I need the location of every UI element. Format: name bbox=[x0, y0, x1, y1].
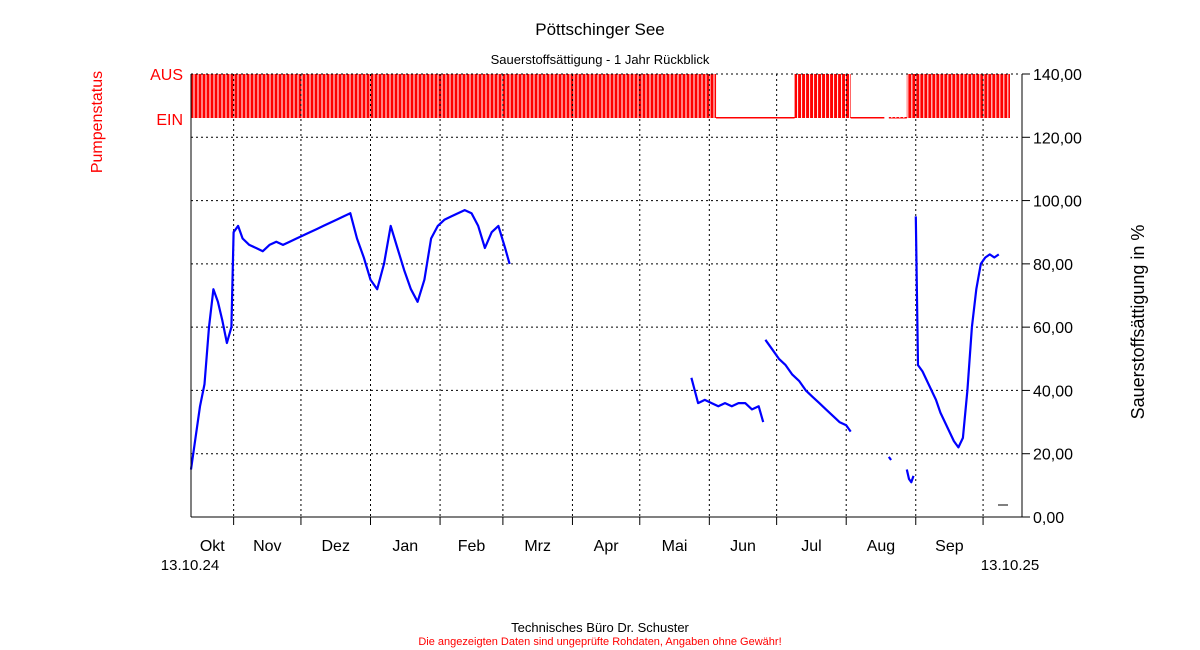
series-line bbox=[887, 456, 892, 461]
pump-status-band bbox=[191, 74, 1010, 119]
pump-label-on: EIN bbox=[156, 112, 183, 129]
y-tick-label: 140,00 bbox=[1033, 67, 1082, 84]
y-tick-label: 60,00 bbox=[1033, 320, 1073, 337]
x-month-label: Feb bbox=[458, 538, 486, 555]
x-month-label: Mai bbox=[662, 538, 688, 555]
y-tick-label: 80,00 bbox=[1033, 257, 1073, 274]
left-axis-label: Pumpenstatus bbox=[89, 71, 106, 173]
y-tick-label: 40,00 bbox=[1033, 383, 1073, 400]
y-tick-label: 0,00 bbox=[1033, 510, 1064, 527]
right-axis-label: Sauerstoffsättigung in % bbox=[1128, 225, 1148, 420]
pump-label-off: AUS bbox=[150, 67, 183, 84]
x-month-label: Jul bbox=[801, 538, 821, 555]
x-month-label: Nov bbox=[253, 538, 281, 555]
series-line bbox=[690, 377, 765, 423]
series-line bbox=[189, 209, 511, 470]
x-month-label: Sep bbox=[935, 538, 964, 555]
y-tick-label: 20,00 bbox=[1033, 447, 1073, 464]
series-layer bbox=[189, 209, 1000, 484]
x-start-date-label: 13.10.24 bbox=[161, 557, 219, 574]
axes bbox=[190, 74, 1023, 518]
chart-subtitle: Sauerstoffsättigung - 1 Jahr Rückblick bbox=[491, 52, 710, 67]
series-line bbox=[764, 339, 852, 433]
x-month-label: Okt bbox=[200, 538, 225, 555]
y-tick-labels: 0,00 20,00 40,00 60,00 80,00 100,00 120,00 140,… bbox=[1022, 67, 1082, 527]
x-month-label: Apr bbox=[594, 538, 620, 555]
pump-data-gap bbox=[884, 74, 889, 119]
grid-lines bbox=[191, 73, 1018, 517]
footer-company: Technisches Büro Dr. Schuster bbox=[511, 620, 689, 635]
y-tick-label: 100,00 bbox=[1033, 194, 1082, 211]
x-month-label: Mrz bbox=[524, 538, 551, 555]
x-end-date-label: 13.10.25 bbox=[981, 557, 1039, 574]
y-tick-label: 120,00 bbox=[1033, 130, 1082, 147]
x-month-label: Jan bbox=[392, 538, 418, 555]
chart-title: Pöttschinger See bbox=[535, 20, 664, 39]
pump-off-period bbox=[716, 74, 795, 117]
footer-disclaimer: Die angezeigten Daten sind ungeprüfte Ro… bbox=[418, 636, 781, 648]
series-line bbox=[914, 216, 1000, 449]
x-month-label: Aug bbox=[867, 538, 895, 555]
series-line bbox=[905, 469, 915, 484]
x-month-label: Dez bbox=[322, 538, 350, 555]
x-month-label: Jun bbox=[730, 538, 756, 555]
x-tick-labels: Okt Nov Dez Jan Feb Mrz Apr Mai Jun Jul Aug Sep bbox=[200, 517, 984, 555]
pump-off-period bbox=[850, 74, 907, 117]
